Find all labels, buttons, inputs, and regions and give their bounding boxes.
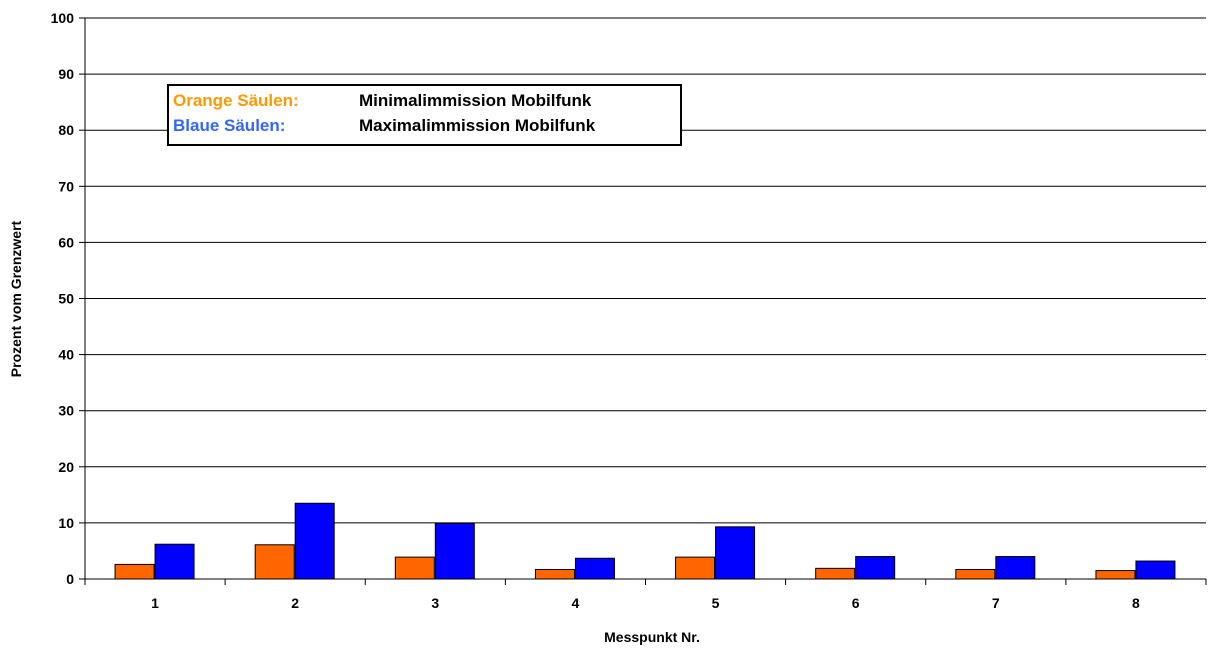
axes <box>79 17 1207 585</box>
legend-value-max: Maximalimmission Mobilfunk <box>359 116 596 135</box>
bar-min <box>815 567 856 580</box>
bar-min <box>534 568 575 580</box>
y-tick-label: 80 <box>58 122 74 138</box>
bar-max <box>855 556 896 580</box>
x-tick-label: 6 <box>852 595 860 611</box>
y-tick-label: 0 <box>66 571 74 587</box>
x-tick-label: 2 <box>291 595 299 611</box>
x-tick-label: 1 <box>151 595 159 611</box>
x-axis-label: Messpunkt Nr. <box>604 629 700 645</box>
bar-max <box>154 543 195 580</box>
y-tick-label: 90 <box>58 66 74 82</box>
x-tick-label: 8 <box>1132 595 1140 611</box>
x-tick-label: 4 <box>572 595 580 611</box>
bar-min <box>114 563 155 580</box>
y-axis-label: Prozent vom Grenzwert <box>8 220 24 377</box>
x-tick-label: 3 <box>431 595 439 611</box>
legend-row-min: Orange Säulen: Minimalimmission Mobilfunk <box>173 91 591 111</box>
legend-key-min: Orange Säulen: <box>173 91 299 110</box>
y-tick-label: 60 <box>58 234 74 250</box>
legend-row-max: Blaue Säulen: Maximalimmission Mobilfunk <box>173 116 595 136</box>
bar-min <box>675 556 716 580</box>
x-tick-labels: 1 2 3 4 5 6 7 8 <box>151 595 1140 611</box>
y-tick-label: 20 <box>58 459 74 475</box>
x-tick-label: 5 <box>712 595 720 611</box>
bar-max <box>995 556 1036 580</box>
y-tick-label: 50 <box>58 291 74 307</box>
y-tick-label: 40 <box>58 347 74 363</box>
bar-min <box>955 568 996 580</box>
x-tick-label: 7 <box>992 595 1000 611</box>
bars <box>114 502 1176 580</box>
bar-max <box>574 557 615 580</box>
bar-max <box>294 502 335 580</box>
bar-min <box>394 556 435 580</box>
bar-max <box>715 526 756 580</box>
bar-min <box>254 544 295 580</box>
legend-key-max: Blaue Säulen: <box>173 116 286 135</box>
y-tick-label: 70 <box>58 178 74 194</box>
bar-min <box>1095 570 1136 580</box>
y-tick-label: 100 <box>51 10 75 26</box>
y-tick-label: 10 <box>58 515 74 531</box>
gridlines <box>85 17 1206 524</box>
bar-max <box>434 522 475 580</box>
y-tick-label: 30 <box>58 403 74 419</box>
legend-value-min: Minimalimmission Mobilfunk <box>359 91 592 110</box>
bar-max <box>1135 560 1176 580</box>
y-tick-labels: 0 10 20 30 40 50 60 70 80 90 100 <box>51 10 75 587</box>
legend: Orange Säulen: Minimalimmission Mobilfunk… <box>167 84 682 146</box>
